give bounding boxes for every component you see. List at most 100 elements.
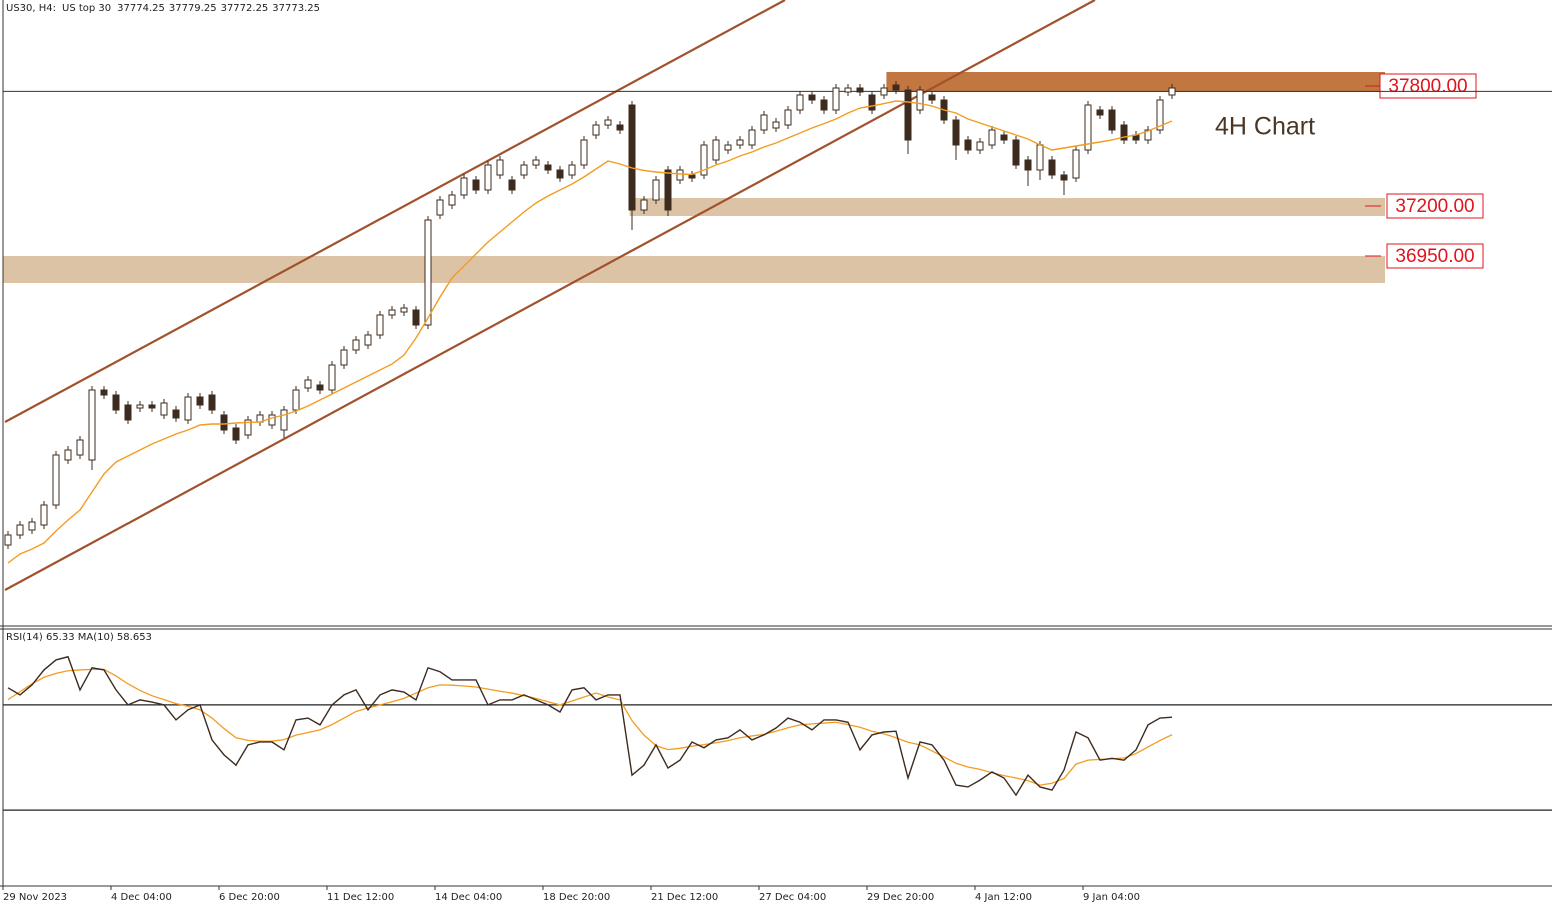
candle-body	[676, 169, 684, 181]
candle-body	[1168, 87, 1176, 96]
candle-body	[340, 349, 348, 366]
candle-body	[508, 179, 516, 191]
candle-body	[976, 141, 984, 151]
candle-body	[580, 139, 588, 166]
low: 37772.25	[221, 3, 269, 14]
candle-body	[412, 309, 420, 326]
rsi-pane	[3, 655, 1552, 811]
candle-body	[1024, 159, 1032, 171]
candle-body	[520, 164, 528, 176]
candle-body	[544, 164, 552, 171]
candle-body	[460, 177, 468, 196]
candle-body	[1096, 109, 1104, 116]
moving-average	[7, 100, 1173, 564]
zone-label-box	[1386, 243, 1484, 269]
candle-body	[784, 109, 792, 126]
candle-body	[688, 174, 696, 179]
x-tick-label: 21 Dec 12:00	[651, 892, 718, 903]
candle-body	[28, 521, 36, 531]
candle-body	[124, 404, 132, 421]
candle-body	[400, 307, 408, 313]
candle-body	[1120, 124, 1128, 141]
x-tick-label: 11 Dec 12:00	[327, 892, 394, 903]
candle-body	[448, 194, 456, 206]
candle-body	[1084, 104, 1092, 151]
candle-body	[844, 87, 852, 93]
zone-label-box	[1386, 193, 1484, 219]
high: 37779.25	[169, 3, 217, 14]
candle-body	[916, 89, 924, 111]
candle-body	[304, 379, 312, 389]
candle-body	[184, 396, 192, 421]
zone	[3, 256, 1386, 283]
candle-body	[1036, 144, 1044, 171]
candle-body	[856, 87, 864, 93]
candle-body	[280, 409, 288, 431]
close: 37773.25	[272, 3, 320, 14]
candle-body	[796, 94, 804, 111]
symbol: US30, H4:	[6, 3, 56, 14]
candle-body	[52, 454, 60, 506]
candle-body	[760, 114, 768, 131]
candle-body	[112, 394, 120, 411]
x-tick-label: 4 Dec 04:00	[111, 892, 172, 903]
candle-body	[316, 384, 324, 391]
x-tick-label: 6 Dec 20:00	[219, 892, 280, 903]
instrument-name: US top 30	[62, 3, 111, 14]
zones	[3, 72, 1386, 283]
candle-body	[100, 389, 108, 396]
candle-body	[568, 164, 576, 176]
candle-body	[208, 394, 216, 411]
x-tick-label: 29 Nov 2023	[3, 892, 67, 903]
candle-body	[292, 389, 300, 411]
candle-body	[436, 199, 444, 216]
candle-body	[592, 124, 600, 136]
x-tick-label: 29 Dec 20:00	[867, 892, 934, 903]
zone-label: 36950.00	[1395, 246, 1474, 267]
candle-body	[1156, 99, 1164, 131]
candle-body	[724, 144, 732, 151]
candle-body	[1000, 134, 1008, 141]
channel-line	[4, 0, 786, 423]
zone-label: 37800.00	[1388, 76, 1467, 97]
candle-body	[952, 119, 960, 146]
candle-body	[616, 124, 624, 131]
candle-body	[160, 402, 168, 416]
candle-body	[892, 84, 900, 91]
rsi-title: RSI(14) 65.33 MA(10) 58.653	[6, 632, 152, 643]
candle-body	[196, 396, 204, 406]
open: 37774.25	[117, 3, 165, 14]
candle-body	[748, 129, 756, 146]
candle-body	[832, 87, 840, 111]
candle-body	[820, 99, 828, 111]
candle-body	[424, 219, 432, 326]
candle-body	[880, 87, 888, 96]
candle-body	[808, 94, 816, 101]
candle-body	[1048, 159, 1056, 176]
candle-body	[16, 524, 24, 536]
candle-body	[1012, 139, 1020, 166]
candle-body	[556, 169, 564, 179]
candle-body	[1108, 109, 1116, 131]
candle-body	[1072, 149, 1080, 179]
candle-body	[988, 129, 996, 146]
candle-body	[232, 427, 240, 441]
channel-line	[4, 0, 1096, 591]
zone-label: 37200.00	[1395, 196, 1474, 217]
candle-body	[1060, 174, 1068, 181]
candle-body	[364, 334, 372, 346]
candle-body	[640, 199, 648, 211]
candle-body	[868, 94, 876, 111]
x-tick-label: 18 Dec 20:00	[543, 892, 610, 903]
candle-body	[4, 534, 12, 546]
candle-body	[388, 309, 396, 316]
x-tick-label: 9 Jan 04:00	[1083, 892, 1140, 903]
candle-body	[136, 404, 144, 409]
x-tick-label: 27 Dec 04:00	[759, 892, 826, 903]
candle-body	[328, 364, 336, 391]
candle-body	[40, 504, 48, 526]
chart-header: US30, H4: US top 30 37774.25 37779.25 37772.…	[6, 3, 320, 14]
zone-label-box	[1379, 73, 1477, 99]
candle-body	[88, 389, 96, 461]
